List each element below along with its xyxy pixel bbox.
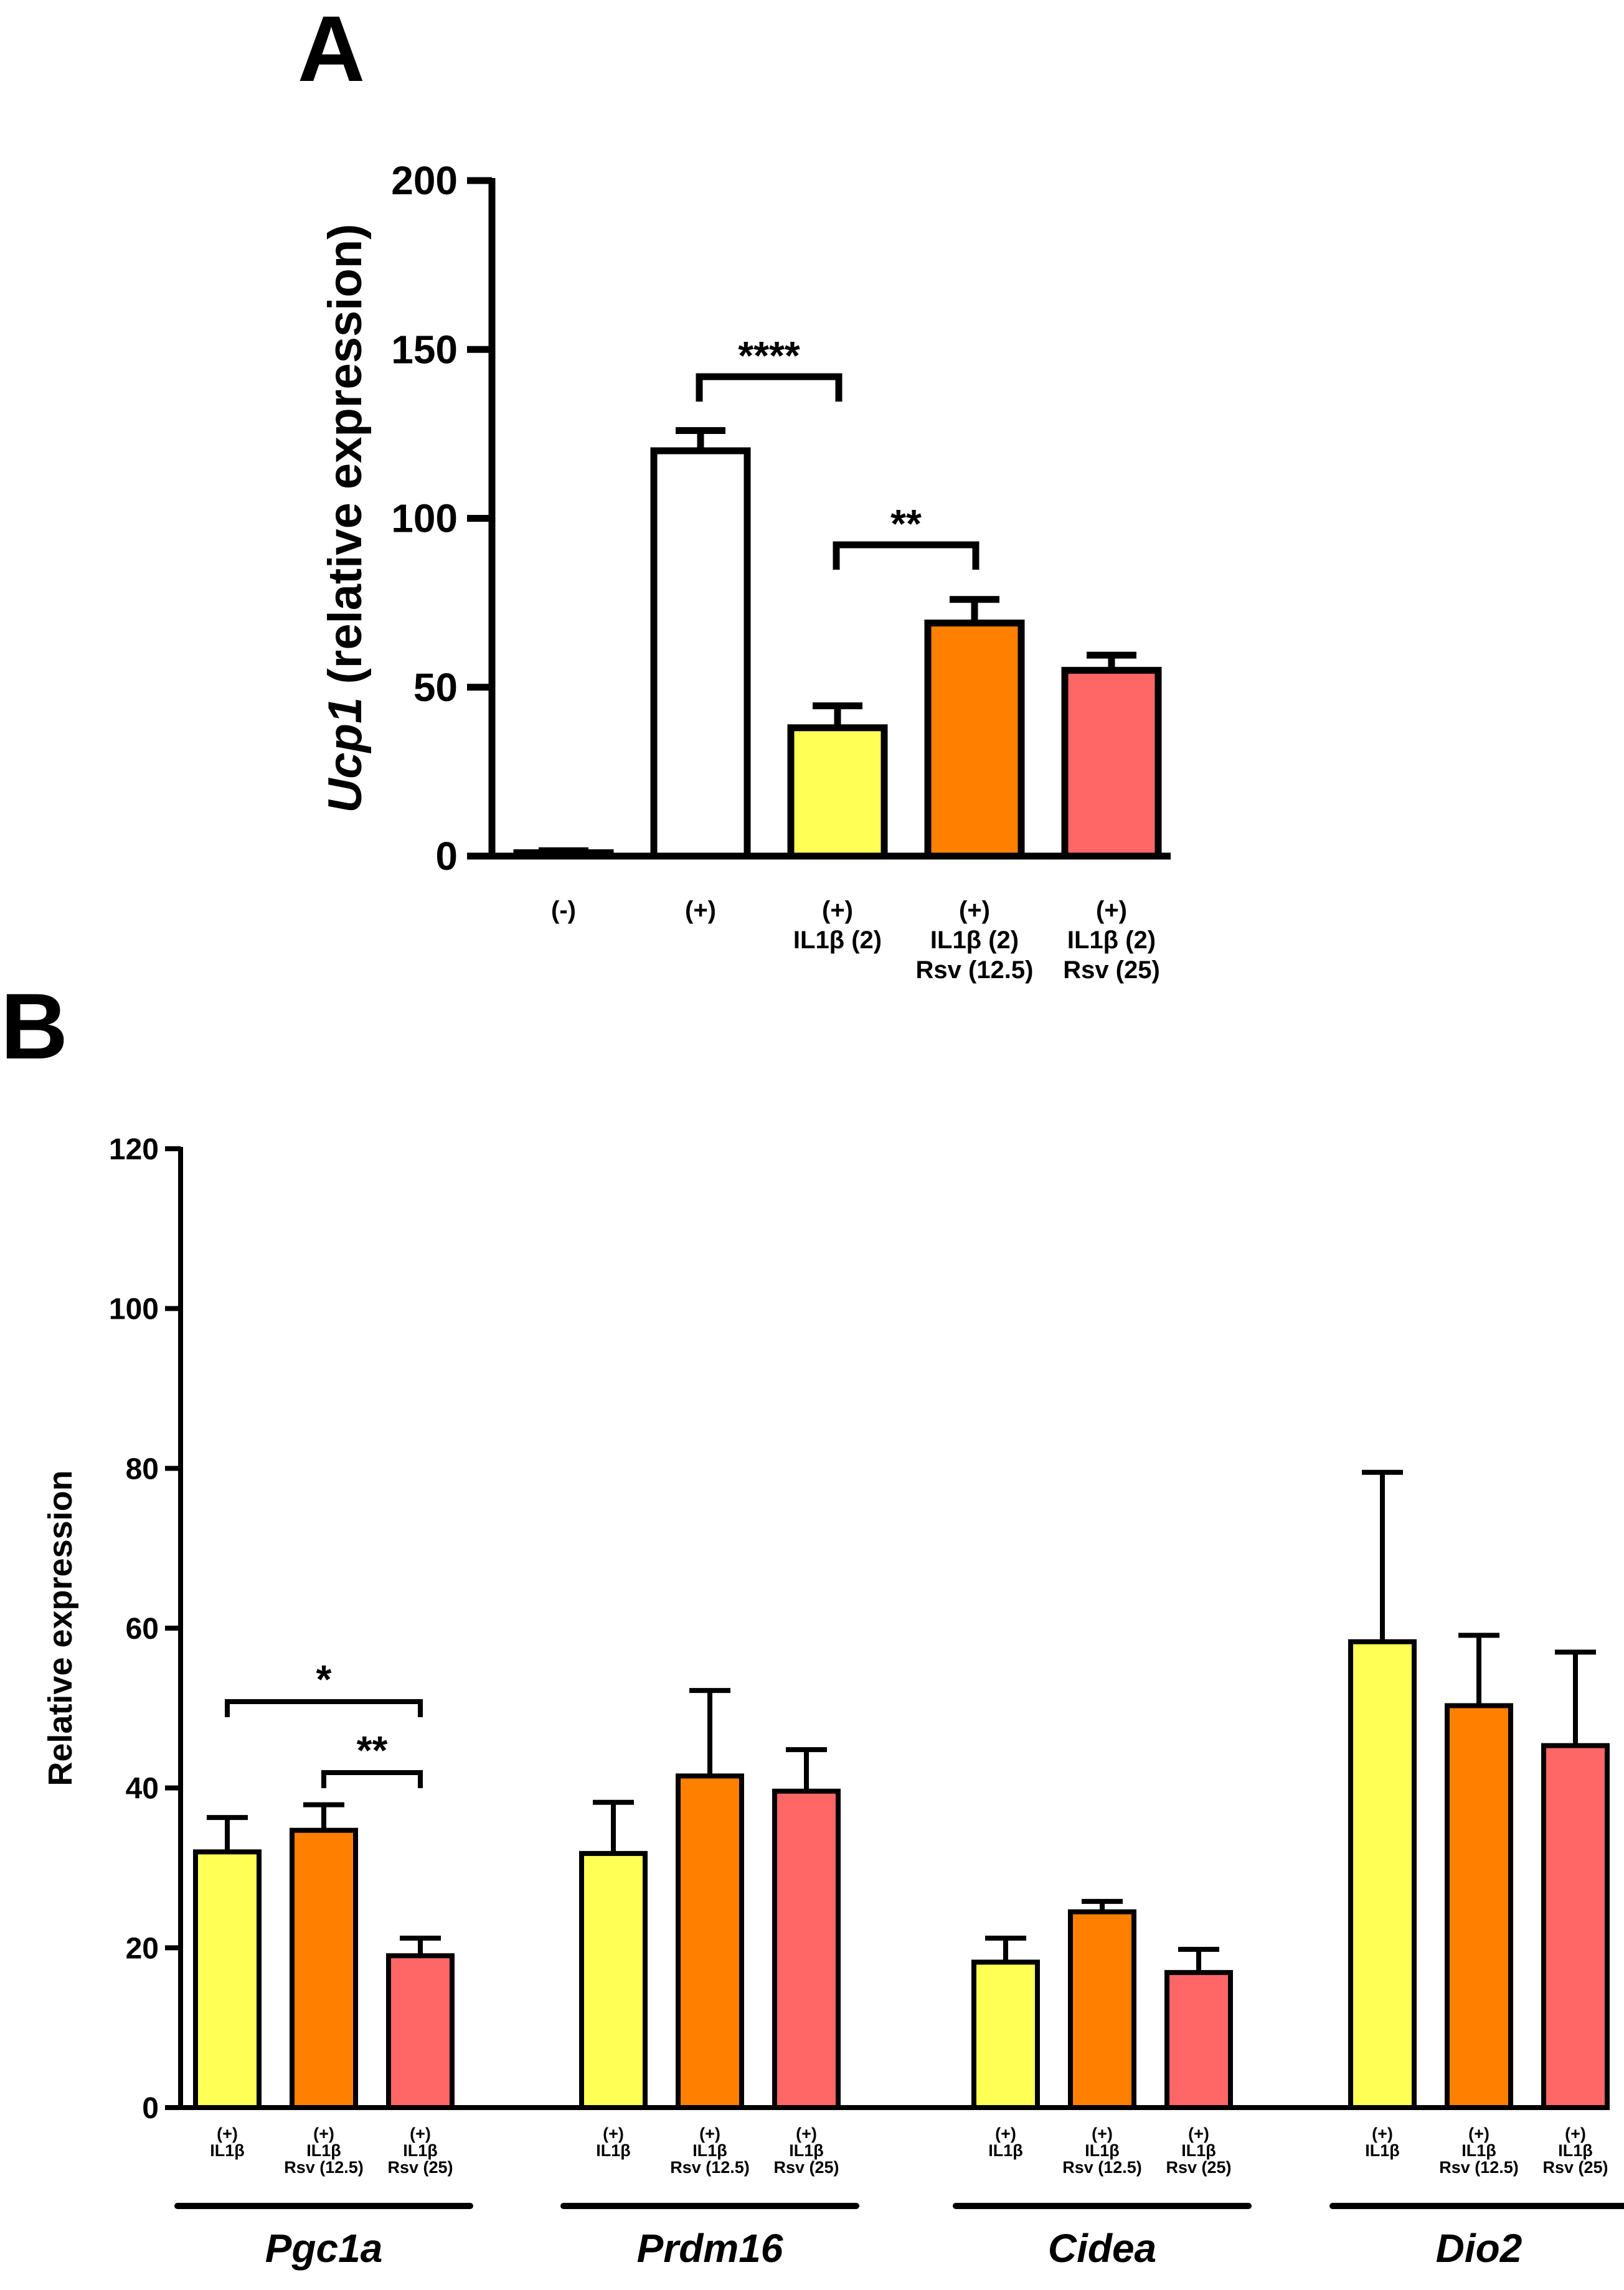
y-axis-label-gene: Ucp1 [319,697,372,813]
y-tick-label: 0 [142,2092,159,2125]
group-label: Pgc1a [265,2226,383,2271]
y-axis-label-text: (relative expression) [319,224,372,697]
category-label: Rsv (25) [1063,956,1160,984]
bar [1068,1909,1136,2110]
condition-label: Rsv (12.5) [1439,2158,1519,2177]
condition-label: IL1β [789,2141,824,2160]
y-tick-label: 100 [109,1293,159,1326]
panel-a-label: A [298,0,365,101]
condition-label: IL1β [596,2141,631,2160]
significance-bracket [225,1699,423,1717]
category-label: (-) [551,897,576,924]
condition-label: IL1β [1085,2141,1120,2160]
significance-bracket [321,1770,423,1788]
category-label: (+) [822,897,853,924]
bar [1445,1703,1513,2111]
bar [579,1850,648,2110]
y-axis-label: Relative expression [42,1470,79,1786]
condition-label: Rsv (12.5) [284,2158,364,2177]
category-label: Rsv (12.5) [916,956,1034,984]
group-label: Dio2 [1436,2226,1522,2271]
bar [787,724,888,860]
bar [971,1959,1040,2111]
condition-label: (+) [1092,2124,1113,2143]
condition-label: (+) [410,2124,431,2143]
y-axis-label: Ucp1 (relative expression) [319,224,372,813]
y-tick-label: 0 [435,834,458,879]
condition-label: IL1β [692,2141,727,2160]
bar [513,849,614,860]
category-label: (+) [959,897,990,924]
y-tick-label: 20 [126,1932,159,1965]
panel-a-chart: 0 50 100 150 200 Ucp1 (relative expression) (-… [319,158,1171,984]
condition-label: (+) [1565,2124,1586,2143]
group-label: Prdm16 [637,2226,783,2271]
bar [290,1827,358,2111]
condition-label: (+) [1188,2124,1209,2143]
condition-label: Rsv (25) [387,2158,453,2177]
category-label: (+) [1096,897,1127,924]
category-label: IL1β (2) [1067,926,1156,954]
group-label: Cidea [1048,2226,1156,2271]
condition-label: Rsv (12.5) [1062,2158,1142,2177]
significance-label: ** [890,501,922,546]
condition-label: Rsv (25) [773,2158,839,2177]
y-tick-label: 150 [391,327,458,372]
condition-label: Rsv (25) [1542,2158,1608,2177]
bar [1061,667,1162,860]
condition-label: (+) [313,2124,334,2143]
condition-label: IL1β [403,2141,438,2160]
category-label: (+) [685,897,716,924]
condition-label: IL1β [306,2141,341,2160]
bar [1164,1970,1233,2111]
condition-label: (+) [217,2124,238,2143]
condition-label: (+) [603,2124,624,2143]
bar [924,620,1025,860]
condition-label: Rsv (25) [1166,2158,1231,2177]
significance-label: * [316,1657,332,1702]
condition-label: (+) [699,2124,720,2143]
condition-label: IL1β [1181,2141,1216,2160]
category-label: IL1β (2) [793,926,882,954]
y-tick-label: 120 [109,1133,159,1166]
significance-label: **** [738,333,800,378]
y-tick-label: 50 [413,665,458,710]
y-tick-label: 40 [126,1773,159,1806]
bar [650,447,751,860]
significance-bracket [833,541,980,570]
significance-label: ** [357,1728,388,1773]
condition-label: (+) [1468,2124,1489,2143]
bar [386,1953,455,2111]
condition-label: IL1β [1365,2141,1400,2160]
bar [772,1788,841,2111]
category-label: IL1β (2) [930,926,1019,954]
bar [193,1849,262,2110]
y-tick-label: 80 [126,1453,159,1486]
condition-label: IL1β [1558,2141,1593,2160]
bar [676,1773,744,2111]
condition-label: IL1β [988,2141,1023,2160]
significance-bracket [696,373,843,402]
bar [1348,1639,1417,2110]
bar [1541,1743,1610,2110]
condition-label: (+) [796,2124,817,2143]
condition-label: (+) [1372,2124,1393,2143]
y-tick-label: 200 [391,158,458,203]
condition-label: (+) [995,2124,1016,2143]
condition-label: Rsv (12.5) [670,2158,750,2177]
y-tick-label: 100 [391,496,458,541]
condition-label: IL1β [1461,2141,1496,2160]
y-tick-label: 60 [126,1613,159,1646]
condition-label: IL1β [210,2141,245,2160]
panel-b-label: B [1,974,68,1078]
